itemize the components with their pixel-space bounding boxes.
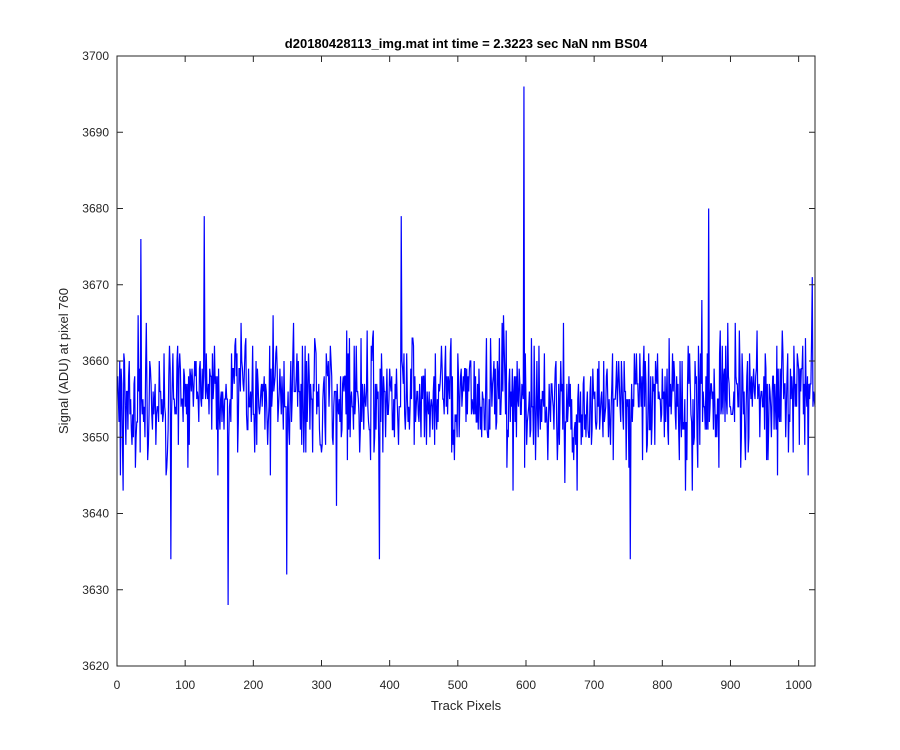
x-tick-label: 800 <box>652 678 672 692</box>
x-tick-label: 400 <box>380 678 400 692</box>
x-tick-label: 200 <box>243 678 263 692</box>
x-tick-label: 900 <box>720 678 740 692</box>
y-axis-title: Signal (ADU) at pixel 760 <box>56 288 71 434</box>
y-tick-label: 3660 <box>82 354 109 368</box>
x-tick-label: 700 <box>584 678 604 692</box>
y-tick-label: 3620 <box>82 659 109 673</box>
axes-box <box>116 55 816 667</box>
signal-series <box>117 86 816 606</box>
x-tick-label: 100 <box>175 678 195 692</box>
chart-title: d20180428113_img.mat int time = 2.3223 s… <box>285 36 648 51</box>
y-tick-label: 3640 <box>82 507 109 521</box>
y-tick-label: 3690 <box>82 125 109 139</box>
signal-line <box>117 86 816 606</box>
x-tick-labels: 0 100 200 300 400 500 600 700 800 900 1000 <box>114 678 813 692</box>
plot-area <box>117 56 815 666</box>
y-tick-label: 3630 <box>82 583 109 597</box>
x-tick-label: 300 <box>311 678 331 692</box>
y-tick-label: 3670 <box>82 278 109 292</box>
y-tick-label: 3650 <box>82 430 109 444</box>
x-tick-label: 500 <box>448 678 468 692</box>
x-axis-title: Track Pixels <box>431 698 502 713</box>
y-tick-labels: 3620 3630 3640 3650 3660 3670 3680 3690 3700 <box>82 49 109 673</box>
y-tick-label: 3700 <box>82 49 109 63</box>
x-tick-label: 1000 <box>785 678 812 692</box>
x-tick-label: 600 <box>516 678 536 692</box>
x-tick-label: 0 <box>114 678 121 692</box>
y-tick-label: 3680 <box>82 202 109 216</box>
